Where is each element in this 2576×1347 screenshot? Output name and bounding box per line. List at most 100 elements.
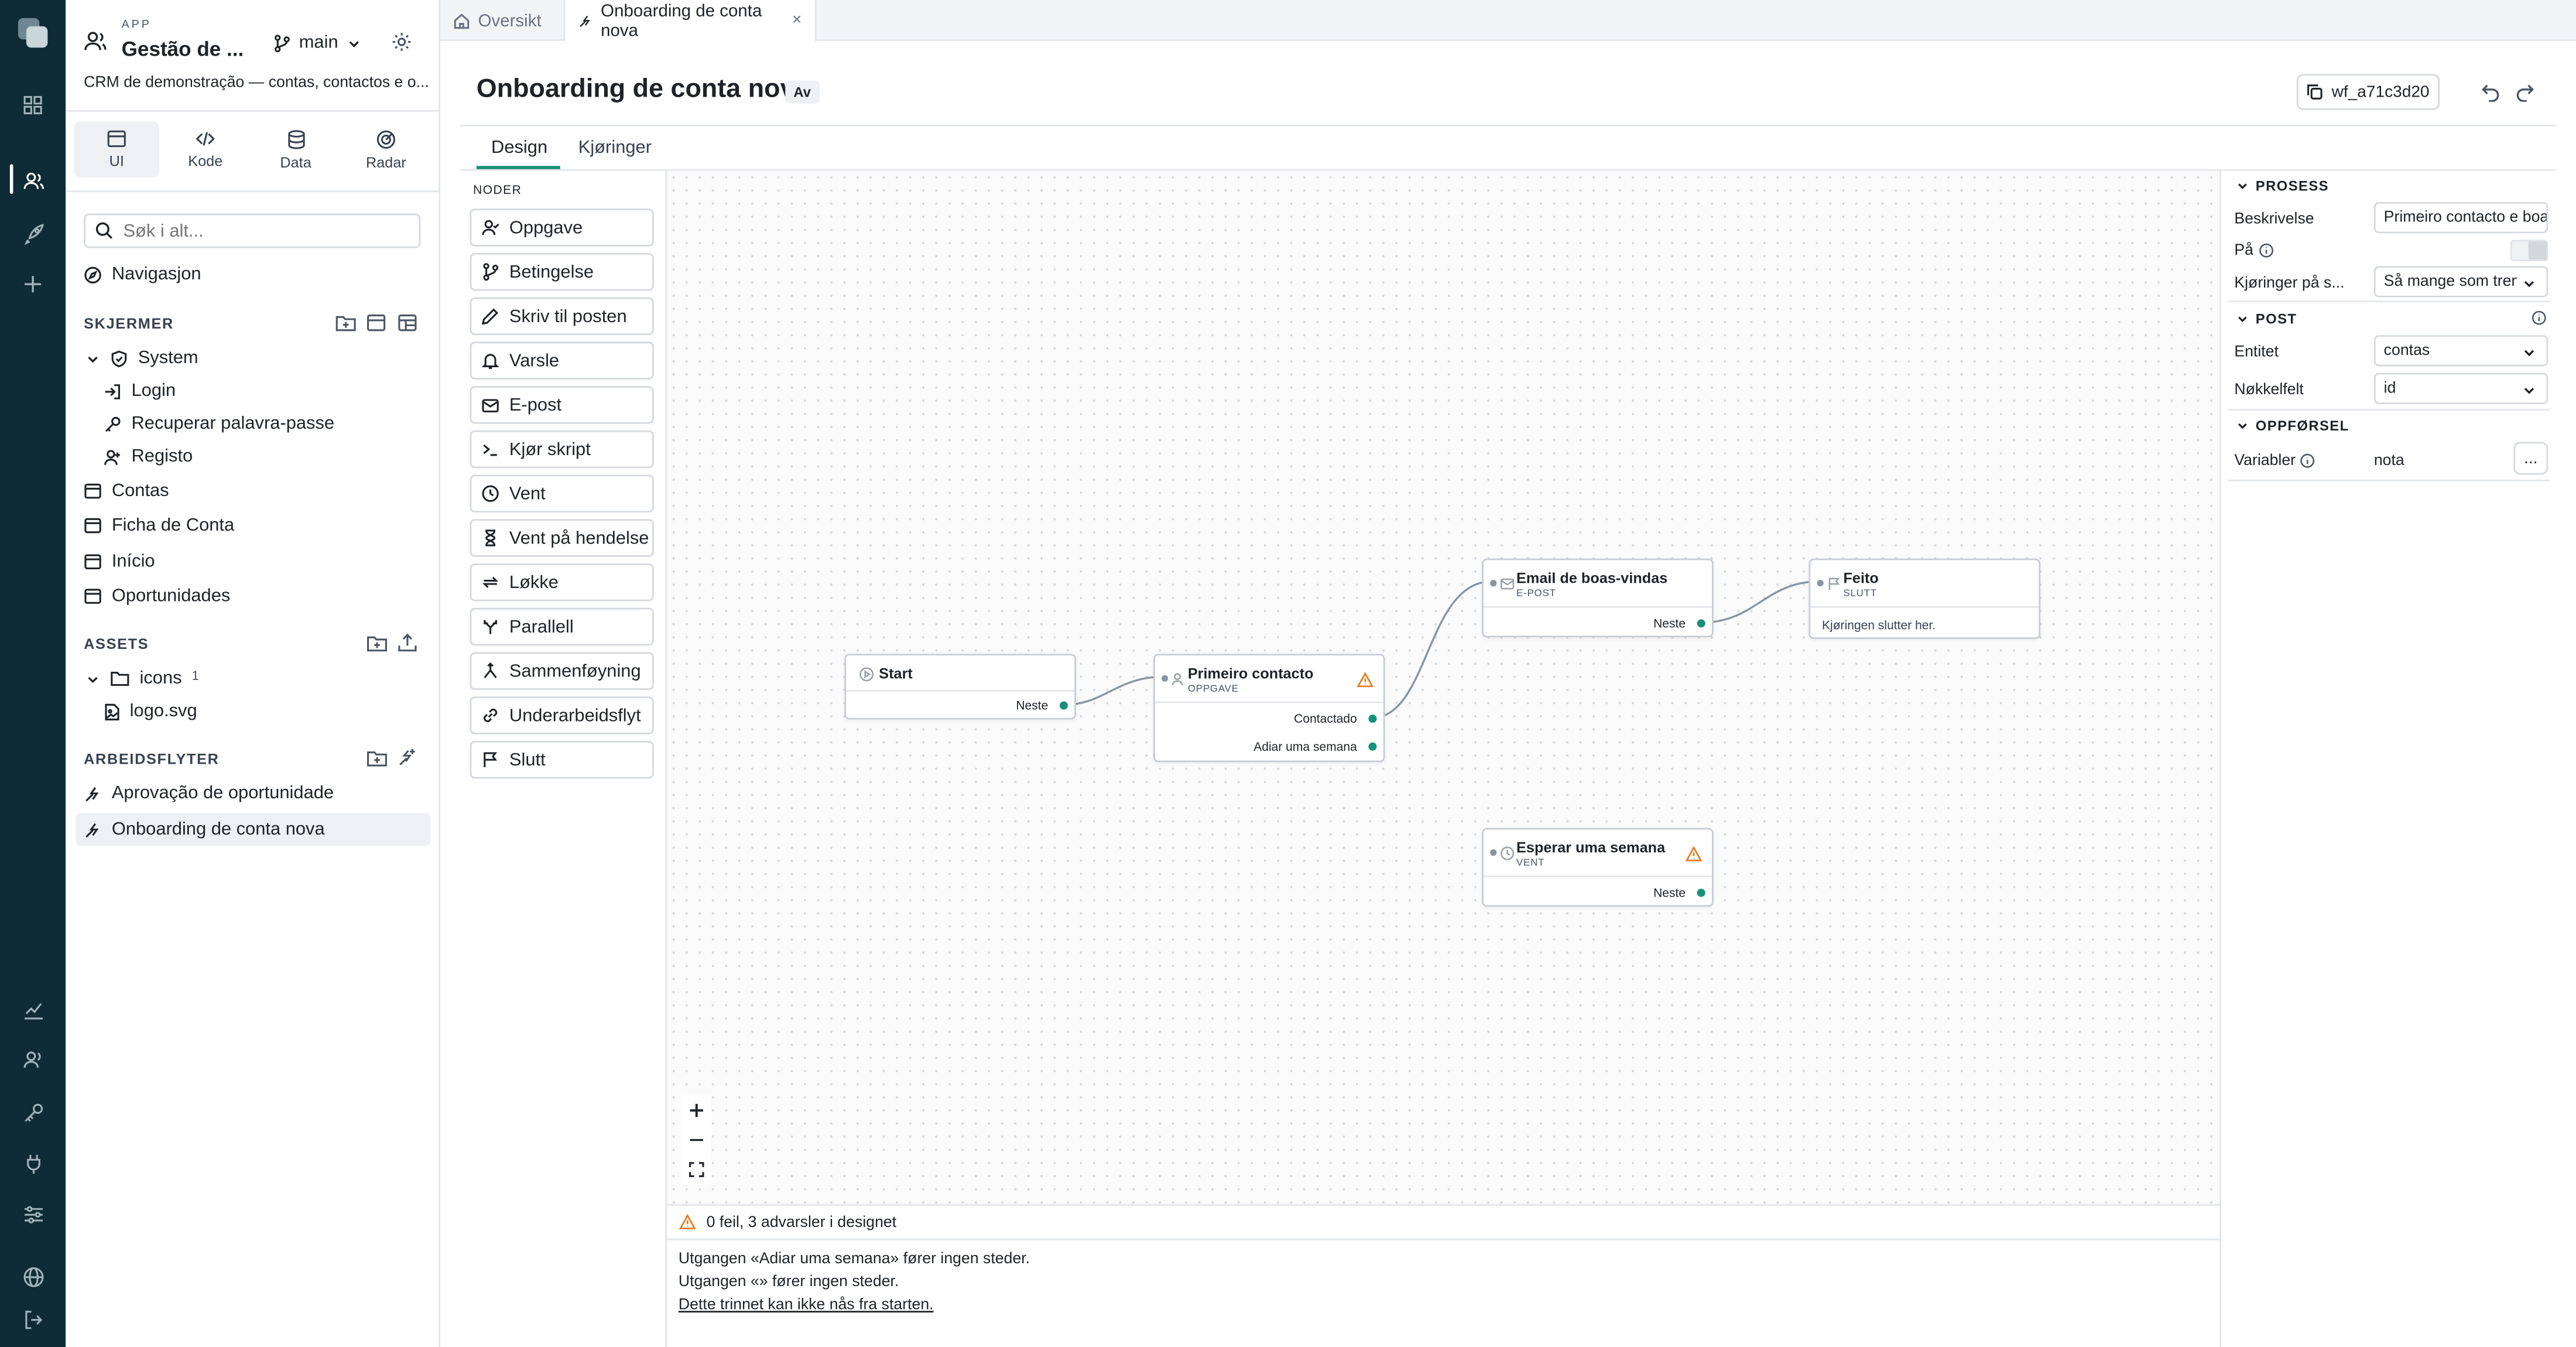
new-workflow-icon[interactable] — [396, 746, 419, 768]
tree-folder-system[interactable]: System — [85, 341, 198, 374]
logout-icon[interactable] — [16, 1302, 49, 1335]
issue-item[interactable]: Utgangen «» fører ingen steder. — [678, 1273, 899, 1291]
node-email-boas-vindas[interactable]: Email de boas-vindas E-POST Neste — [1482, 558, 1714, 638]
undo-icon[interactable] — [2479, 80, 2502, 103]
output-port[interactable] — [1697, 888, 1705, 897]
tree-item-login[interactable]: Login — [104, 375, 176, 408]
section-process[interactable]: PROSESS — [2236, 177, 2329, 194]
palette-item-condition[interactable]: Betingelse — [470, 252, 654, 291]
palette-item-end[interactable]: Slutt — [470, 741, 654, 779]
tree-item-workflow-aprovacao[interactable]: Aprovação de oportunidade — [84, 777, 334, 810]
issue-item[interactable]: Utgangen «Adiar uma semana» fører ingen … — [678, 1250, 1030, 1269]
mode-tab-ui[interactable]: UI — [74, 121, 160, 177]
palette-item-task[interactable]: Oppgave — [470, 208, 654, 247]
description-input[interactable]: Primeiro contacto e boa — [2373, 202, 2548, 234]
issues-header[interactable]: 0 feil, 3 advarsler i designet — [679, 1211, 896, 1233]
edge-task-to-email[interactable] — [1372, 580, 1492, 719]
entity-select[interactable]: contas — [2373, 335, 2548, 367]
new-folder-icon[interactable] — [365, 746, 388, 768]
tree-item-recover-password[interactable]: Recuperar palavra-passe — [104, 408, 334, 440]
palette-item-parallel[interactable]: Parallell — [470, 607, 654, 646]
branch-selector[interactable]: main — [273, 29, 361, 56]
palette-item-notify[interactable]: Varsle — [470, 341, 654, 380]
node-start[interactable]: Start Neste — [844, 654, 1077, 720]
nav-link[interactable]: Navigasjon — [84, 258, 201, 290]
tab-workflow[interactable]: Onboarding de conta nova × — [563, 0, 817, 42]
logo-icon[interactable] — [16, 16, 49, 49]
subtab-design[interactable]: Design — [491, 138, 548, 158]
plus-icon[interactable] — [16, 268, 49, 300]
users-icon[interactable] — [16, 164, 49, 197]
gear-icon[interactable] — [389, 29, 412, 52]
zoom-in-icon[interactable] — [681, 1095, 712, 1126]
zoom-out-icon[interactable] — [681, 1125, 712, 1155]
plug-icon[interactable] — [16, 1147, 49, 1180]
fit-view-icon[interactable] — [681, 1154, 712, 1185]
analytics-icon[interactable] — [16, 992, 49, 1025]
key-icon[interactable] — [16, 1096, 49, 1129]
key-field-select[interactable]: id — [2373, 372, 2548, 404]
input-port[interactable] — [1817, 580, 1824, 587]
search-input[interactable] — [123, 221, 403, 241]
globe-icon[interactable] — [16, 1260, 49, 1293]
pencil-icon — [482, 308, 499, 325]
tree-item-register[interactable]: Registo — [104, 440, 193, 473]
section-post[interactable]: POST — [2236, 310, 2297, 327]
output-port[interactable] — [1368, 714, 1377, 723]
issues-panel — [665, 1204, 2220, 1347]
issue-item-link[interactable]: Dette trinnet kan ikke nås fra starten. — [678, 1296, 934, 1314]
variables-more-button[interactable]: ... — [2513, 442, 2548, 475]
edge-email-to-end[interactable] — [1702, 580, 1819, 624]
mode-tab-data[interactable]: Data — [253, 122, 338, 177]
section-behavior[interactable]: OPPFØRSEL — [2236, 417, 2349, 433]
tree-item-selected-bg — [76, 813, 431, 846]
team-icon[interactable] — [16, 1043, 49, 1076]
output-port[interactable] — [1059, 701, 1068, 710]
palette-item-email[interactable]: E-post — [470, 386, 654, 424]
input-port[interactable] — [1490, 580, 1497, 587]
upload-icon[interactable] — [396, 631, 419, 654]
tree-item-inicio[interactable]: Início — [84, 545, 155, 578]
copy-id-button[interactable]: wf_a71c3d20 — [2296, 74, 2440, 110]
palette-item-write-record[interactable]: Skriv til posten — [470, 297, 654, 336]
app-name[interactable]: Gestão de ... — [121, 37, 244, 61]
node-wait-esperar[interactable]: Esperar uma semana VENT Neste — [1482, 828, 1714, 907]
tab-overview[interactable]: Oversikt — [440, 0, 554, 41]
tree-item-oportunidades[interactable]: Oportunidades — [84, 580, 230, 613]
new-folder-icon[interactable] — [334, 310, 357, 333]
node-header — [1810, 560, 2039, 608]
dashboard-icon[interactable] — [16, 88, 49, 121]
new-screen-icon[interactable] — [365, 310, 388, 333]
rocket-icon[interactable] — [16, 217, 49, 249]
tree-item-workflow-onboarding[interactable]: Onboarding de conta nova — [84, 813, 325, 846]
input-port[interactable] — [1161, 675, 1169, 682]
palette-item-wait[interactable]: Vent — [470, 474, 654, 513]
edge-start-to-task[interactable] — [1064, 675, 1163, 706]
user-task-icon — [1171, 672, 1186, 686]
tree-item-ficha-de-conta[interactable]: Ficha de Conta — [84, 510, 234, 542]
node-end-feito[interactable]: Feito SLUTT Kjøringen slutter her. — [1808, 558, 2041, 640]
close-icon[interactable]: × — [792, 11, 802, 30]
node-task-primeiro-contacto[interactable]: Primeiro contacto OPPGAVE Contactado Adi… — [1153, 654, 1385, 763]
output-port[interactable] — [1368, 742, 1377, 751]
palette-item-subworkflow[interactable]: Underarbeidsflyt — [470, 696, 654, 734]
redo-icon[interactable] — [2513, 80, 2536, 103]
mode-tab-radar[interactable]: Radar — [343, 122, 429, 177]
palette-item-loop[interactable]: Løkke — [470, 563, 654, 601]
layout-icon[interactable] — [396, 310, 419, 333]
input-port[interactable] — [1490, 849, 1497, 856]
subtab-runs[interactable]: Kjøringer — [578, 138, 652, 158]
on-toggle[interactable] — [2510, 240, 2548, 261]
new-folder-icon[interactable] — [365, 631, 388, 654]
sliders-icon[interactable] — [16, 1198, 49, 1230]
palette-item-join[interactable]: Sammenføyning — [470, 652, 654, 690]
tree-item-contas[interactable]: Contas — [84, 475, 169, 508]
output-port[interactable] — [1697, 619, 1705, 628]
palette-item-wait-event[interactable]: Vent på hendelse — [470, 519, 654, 557]
runs-select[interactable]: Så mange som trengs — [2373, 266, 2548, 298]
palette-item-run-script[interactable]: Kjør skript — [470, 430, 654, 469]
mode-tab-code[interactable]: Kode — [163, 122, 248, 177]
tree-item-logo-svg[interactable]: logo.svg — [104, 695, 197, 727]
tree-folder-icons[interactable]: icons 1 — [85, 662, 199, 695]
search-box[interactable] — [84, 213, 421, 248]
